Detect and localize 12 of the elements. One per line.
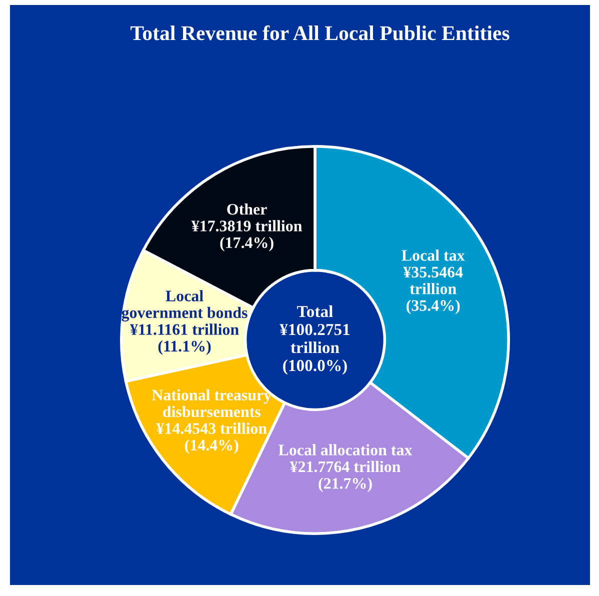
data-label: ¥11.1161 trillion (11.1%) xyxy=(130,324,239,355)
data-label: ¥35.5464 trillion (35.4%) xyxy=(403,266,463,314)
slice-label: National treasury disbursements xyxy=(152,389,272,418)
data-label: ¥14.4543 trillion (14.4%) xyxy=(156,422,267,454)
slice-label: Other xyxy=(227,203,267,215)
data-label: ¥17.3819 trillion (17.4%) xyxy=(191,220,302,252)
slice-label: Local allocation tax xyxy=(278,444,412,456)
chart-title: Total Revenue for All Local Public Entities xyxy=(130,25,510,40)
slice-label: Local government bonds xyxy=(122,290,248,322)
slice-label: Local tax xyxy=(402,250,465,261)
text: Total ¥100.2751 trillion (100.0%) xyxy=(280,305,350,375)
data-label: ¥21.7764 trillion (21.7%) xyxy=(290,460,400,492)
